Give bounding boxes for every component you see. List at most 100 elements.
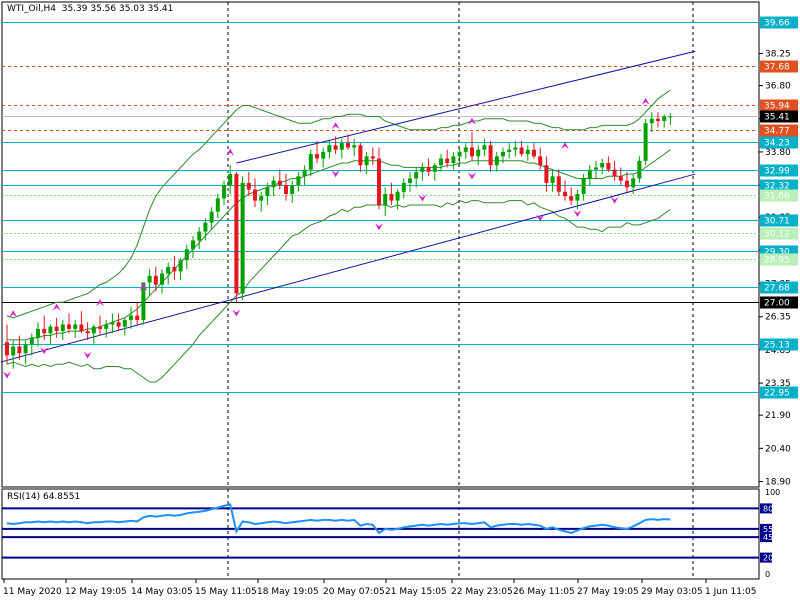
bollinger-lower (6, 200, 671, 383)
candle (104, 320, 109, 338)
candle (587, 165, 592, 186)
candle-body (184, 249, 189, 261)
level-label-box (760, 99, 798, 112)
candle-body (439, 158, 443, 166)
trend-channel-lower (0, 173, 696, 363)
candle (160, 269, 164, 294)
candle-body (352, 145, 357, 148)
candle-body (129, 315, 133, 321)
candle (197, 227, 202, 250)
candle-body (383, 193, 388, 206)
candle-body (17, 346, 22, 354)
candle (594, 160, 598, 179)
candle (327, 140, 332, 159)
candle-body (668, 116, 673, 118)
candle (284, 174, 288, 201)
rsi-tick-label: 0 (765, 570, 770, 579)
trend-channel-upper (236, 50, 696, 164)
candle-body (333, 145, 338, 150)
candle-body (358, 145, 363, 166)
candle (23, 339, 28, 365)
candle (209, 207, 214, 230)
fractal-up-arrow (52, 303, 61, 311)
candle-body (172, 266, 177, 272)
candle (166, 262, 171, 285)
fractal-down-arrow (331, 170, 340, 178)
candle (91, 324, 96, 345)
candle-body (91, 326, 96, 334)
price-tick-label: 24.85 (765, 346, 791, 356)
candle (29, 333, 34, 356)
fractal-down-arrow (3, 371, 11, 379)
candle (606, 156, 611, 172)
candle-body (327, 145, 332, 152)
candle (662, 114, 667, 128)
candle-body (618, 176, 623, 181)
level-label-box (760, 338, 798, 351)
rsi-line (6, 503, 671, 535)
candle-body (228, 174, 233, 186)
candle-body (290, 185, 295, 194)
candle (240, 176, 245, 301)
rsi-tick-label: 100 (765, 488, 780, 497)
candle (265, 182, 270, 206)
candle-body (501, 151, 505, 157)
candle-body (550, 176, 555, 183)
fractal-up-arrow (468, 117, 476, 125)
candle (556, 169, 561, 197)
candle (302, 165, 307, 186)
candle-body (48, 326, 53, 334)
candle (17, 335, 22, 360)
fractal-up-arrow (96, 299, 104, 307)
price-tick-label: 36.80 (765, 82, 791, 92)
candle-body (11, 346, 16, 356)
candle-body (29, 337, 34, 345)
level-label: 34.23 (764, 139, 790, 149)
candle-body (215, 198, 220, 212)
time-tick-label: 18 May 19:05 (257, 587, 319, 597)
candle-body (277, 180, 282, 186)
candle (85, 322, 90, 340)
candle (426, 158, 431, 177)
candle (401, 178, 406, 199)
fractal-down-arrow (418, 194, 427, 202)
candle-body (525, 149, 530, 155)
candle-body (389, 193, 394, 201)
candle-body (160, 273, 164, 285)
candle-body (420, 167, 425, 172)
level-label: 27.68 (764, 284, 790, 294)
bollinger-upper (6, 89, 671, 319)
candle (581, 174, 586, 201)
candle-body (42, 328, 47, 334)
price-tick-label: 21.90 (765, 411, 791, 421)
level-label: 37.68 (764, 63, 790, 73)
candle (116, 313, 121, 332)
candle (463, 143, 468, 159)
candle-body (544, 165, 549, 183)
level-label-box (760, 214, 798, 227)
time-tick-label: 26 May 11:05 (513, 587, 575, 597)
rsi-value: 64.8551 (42, 492, 81, 502)
candle (191, 235, 195, 259)
candle-body (649, 118, 654, 124)
candle (60, 320, 65, 340)
candle (445, 149, 450, 168)
candle-body (451, 156, 456, 163)
price-tick-label: 18.90 (765, 478, 791, 488)
level-label-box (760, 60, 798, 73)
candle (618, 167, 623, 186)
candle-body (445, 158, 450, 163)
ohlc-values: 35.39 35.56 35.03 35.41 (61, 4, 174, 14)
candle (296, 171, 301, 192)
time-tick-label: 1 Jun 11:05 (705, 587, 756, 597)
candle (308, 149, 313, 177)
candle-body (153, 275, 158, 285)
candle (36, 322, 40, 347)
price-tick-label: 26.35 (765, 313, 791, 323)
time-tick-label: 15 May 11:05 (195, 587, 257, 597)
candle-body (463, 147, 468, 152)
candle-body (581, 178, 586, 194)
candle (358, 143, 363, 172)
